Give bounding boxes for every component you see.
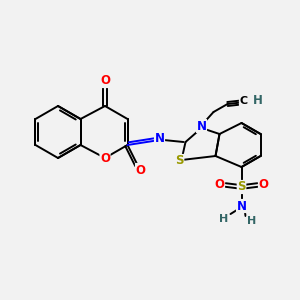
Text: H: H (247, 216, 256, 226)
Text: O: O (214, 178, 224, 191)
Text: S: S (237, 181, 246, 194)
Text: O: O (100, 74, 110, 88)
Text: N: N (196, 119, 206, 133)
Text: O: O (136, 164, 146, 176)
Text: N: N (154, 133, 164, 146)
Text: O: O (259, 178, 269, 191)
Text: H: H (253, 94, 262, 106)
Text: C: C (239, 96, 247, 106)
Text: N: N (236, 200, 247, 212)
Text: H: H (219, 214, 228, 224)
Text: O: O (100, 152, 110, 164)
Text: S: S (175, 154, 184, 167)
